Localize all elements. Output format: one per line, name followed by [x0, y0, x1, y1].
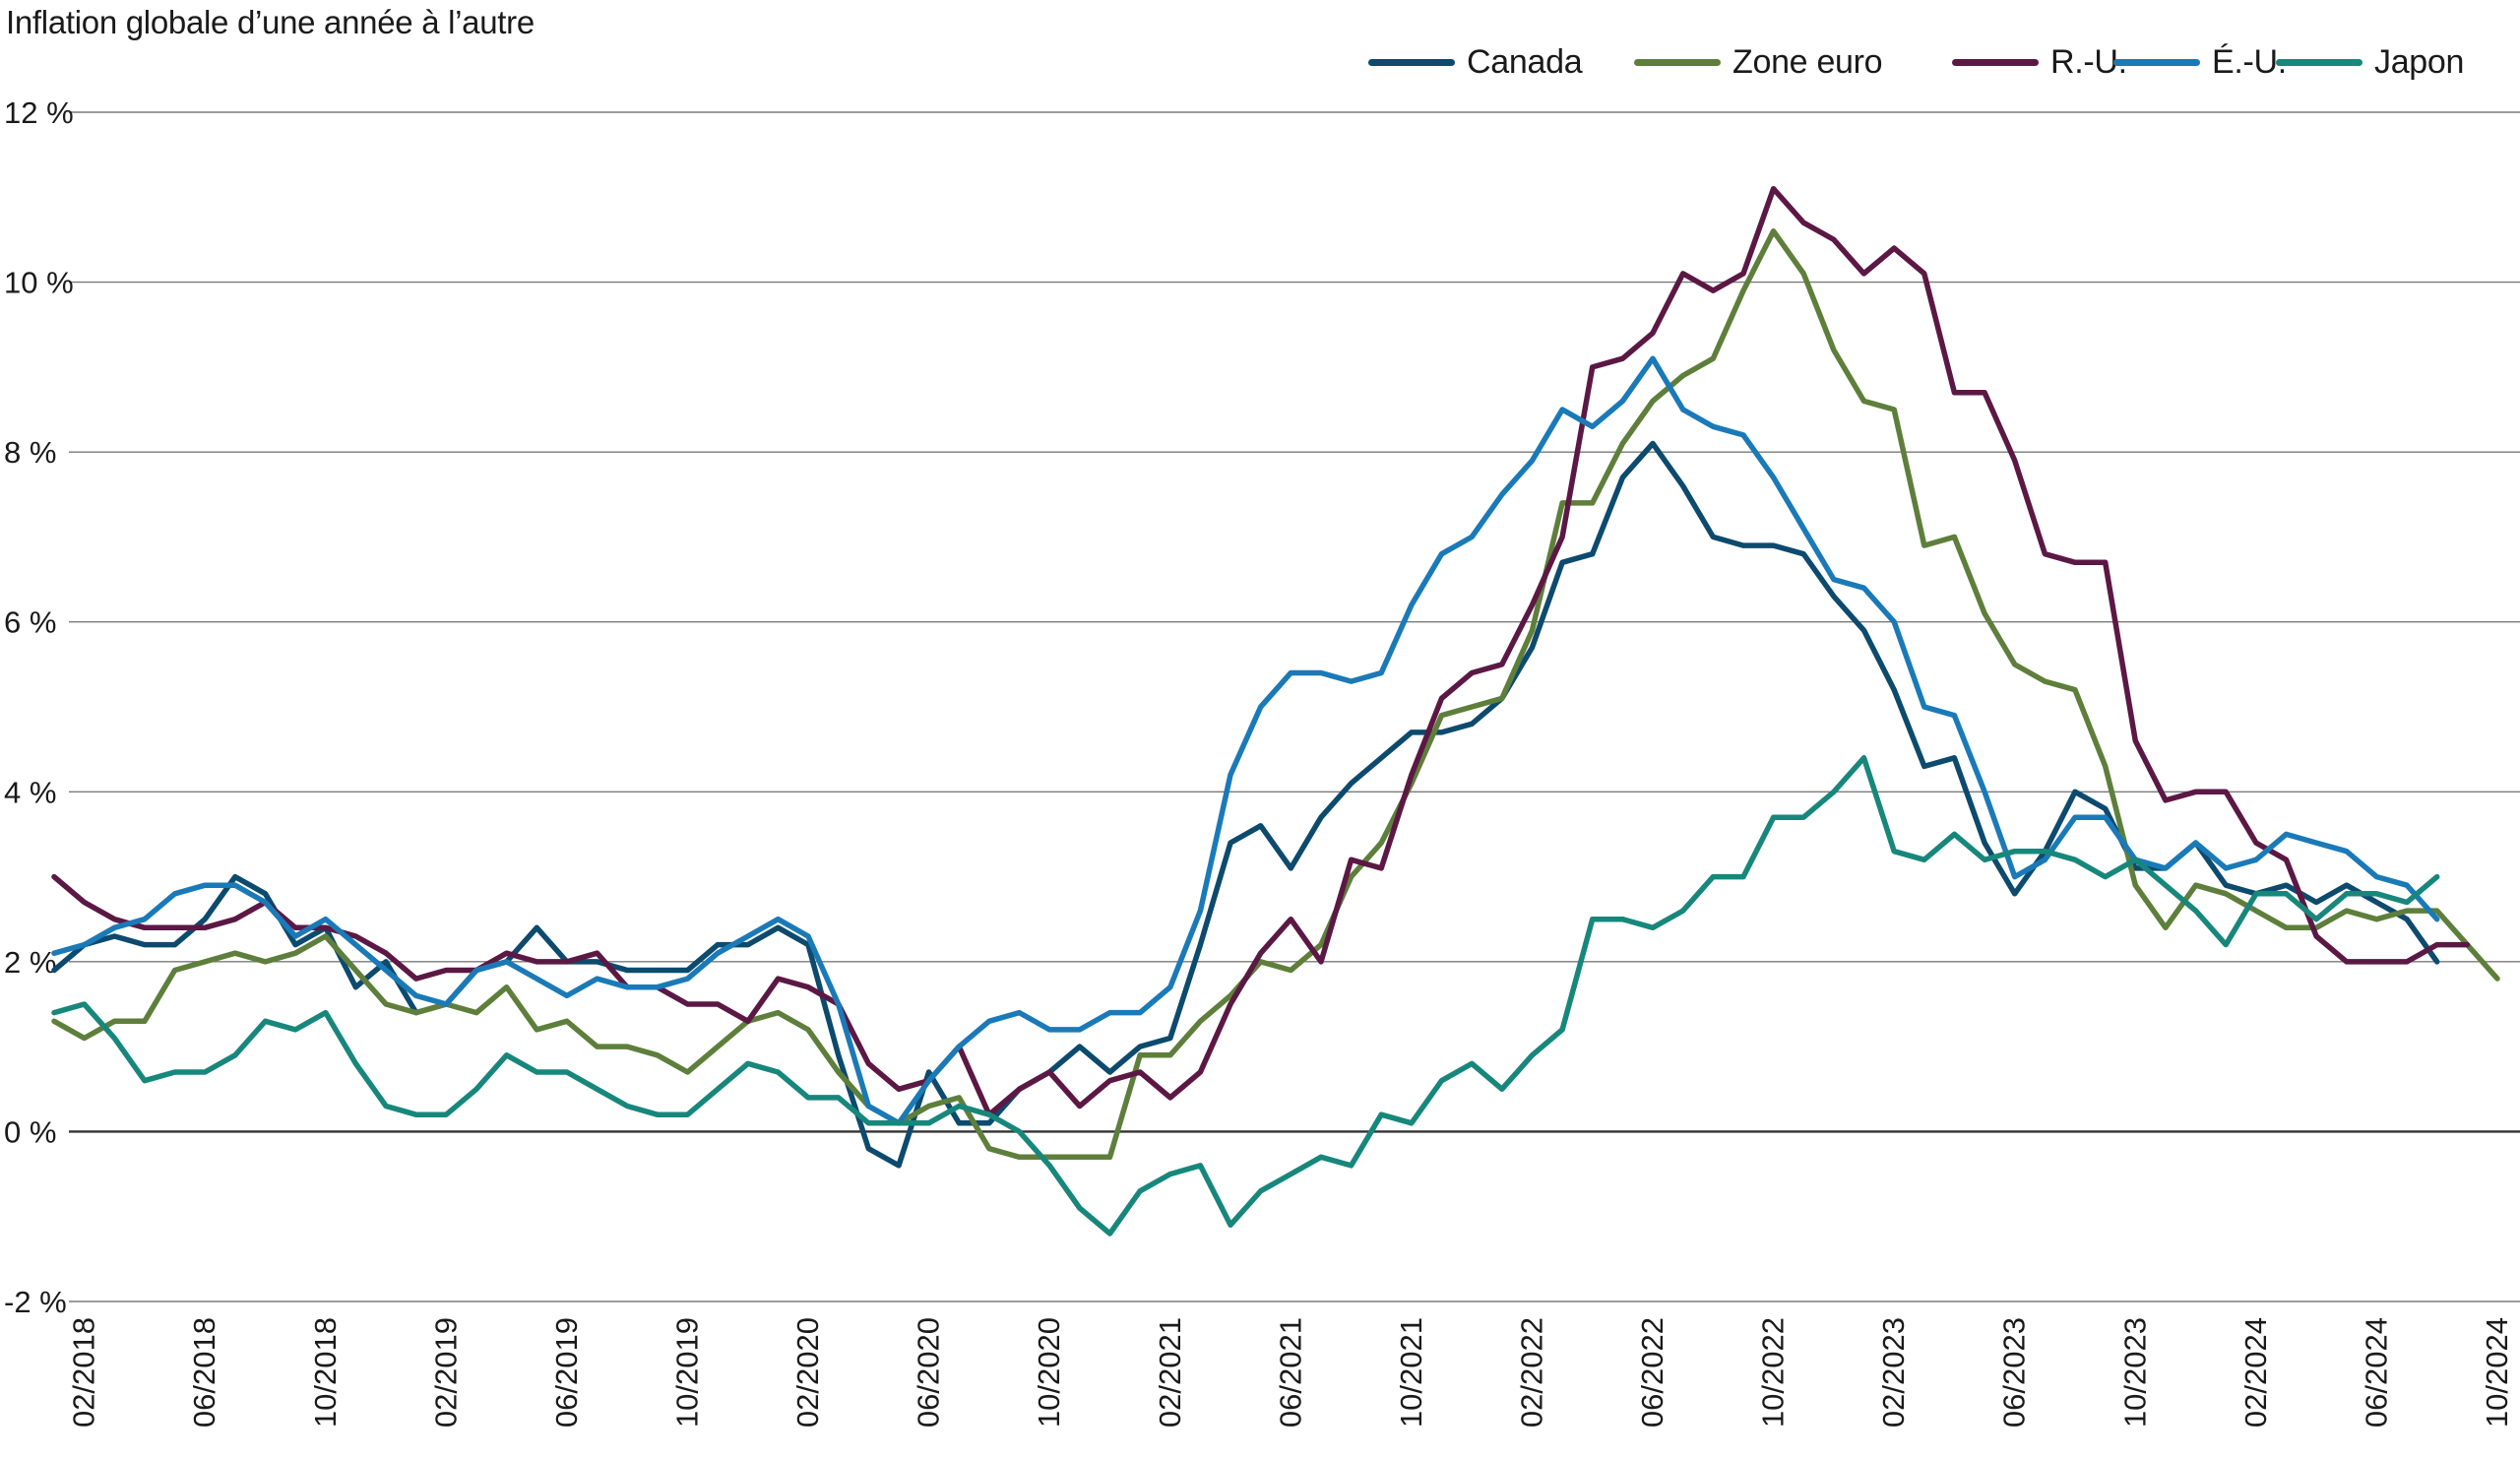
legend-item-japon: Japon [2276, 37, 2464, 87]
x-tick-label: 02/2021 [1153, 1317, 1187, 1427]
gridlines [69, 111, 2520, 1302]
y-tick-label: 12 % [4, 95, 74, 130]
x-axis-ticks: 02/2018 06/2018 10/2018 02/2019 06/2019 10/20… [67, 1317, 2514, 1427]
y-tick-label: 6 % [4, 605, 56, 640]
x-tick-label: 10/2023 [2117, 1317, 2152, 1427]
x-tick-label: 10/2021 [1394, 1317, 1428, 1427]
x-tick-label: 06/2020 [912, 1317, 946, 1427]
legend-swatch-zone-euro [1634, 58, 1721, 66]
x-tick-label: 06/2022 [1635, 1317, 1670, 1427]
x-tick-label: 02/2024 [2238, 1317, 2273, 1427]
x-tick-label: 02/2022 [1514, 1317, 1548, 1427]
x-tick-label: 02/2020 [790, 1317, 825, 1427]
legend-item-zone-euro: Zone euro [1634, 37, 1883, 87]
x-tick-label: 06/2023 [1997, 1317, 2032, 1427]
y-tick-label: 0 % [4, 1114, 56, 1149]
x-tick-label: 06/2018 [187, 1317, 221, 1427]
x-tick-label: 10/2022 [1756, 1317, 1791, 1427]
series-lines [51, 185, 2500, 1237]
series-line-0 [51, 440, 2440, 1169]
legend-swatch-ru [1952, 58, 2039, 66]
x-tick-label: 06/2024 [2359, 1317, 2393, 1427]
series-line-1 [51, 228, 2500, 1161]
x-tick-label: 10/2024 [2480, 1317, 2514, 1427]
series-line-3 [51, 355, 2440, 1126]
series-line-4 [51, 755, 2440, 1237]
legend-item-canada: Canada [1368, 37, 1583, 87]
x-tick-label: 02/2023 [1876, 1317, 1911, 1427]
legend-label-zone-euro: Zone euro [1732, 42, 1883, 81]
legend-label-japon: Japon [2374, 42, 2465, 81]
x-tick-label: 02/2018 [67, 1317, 101, 1427]
y-tick-label: 8 % [4, 435, 56, 470]
legend-label-eu: É.-U. [2212, 42, 2287, 81]
y-tick-label: 2 % [4, 945, 56, 980]
x-tick-label: 10/2019 [669, 1317, 704, 1427]
legend-swatch-eu [2113, 58, 2200, 66]
y-axis-ticks: -2 % 0 % 2 % 4 % 6 % 8 % 10 % 12 % [4, 95, 74, 1319]
y-tick-label: -2 % [4, 1285, 67, 1319]
x-tick-label: 02/2019 [428, 1317, 463, 1427]
x-tick-label: 06/2021 [1273, 1317, 1307, 1427]
x-tick-label: 10/2018 [308, 1317, 343, 1427]
y-tick-label: 4 % [4, 775, 56, 809]
y-tick-label: 10 % [4, 266, 74, 300]
x-tick-label: 10/2020 [1032, 1317, 1066, 1427]
legend-swatch-canada [1368, 58, 1455, 66]
legend-label-canada: Canada [1467, 42, 1583, 81]
x-tick-label: 06/2019 [549, 1317, 584, 1427]
legend-item-eu: É.-U. [2113, 37, 2287, 87]
series-line-2 [51, 185, 2471, 1117]
chart-title: Inflation globale d’une année à l’autre [6, 4, 535, 40]
legend-swatch-japon [2276, 58, 2362, 66]
